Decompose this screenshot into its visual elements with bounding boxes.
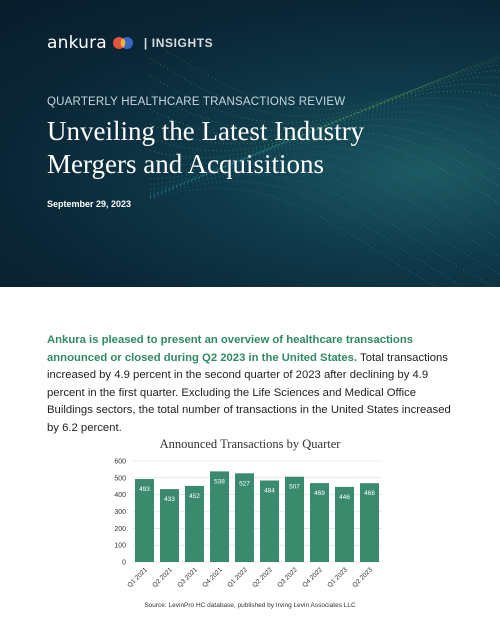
bar-q4-2021 [210,471,229,562]
x-tick-label: Q3 2022 [276,566,299,589]
kicker: QUARTERLY HEALTHCARE TRANSACTIONS REVIEW [47,96,346,108]
brand-header: ankura | INSIGHTS [47,33,213,53]
data-label: 468 [364,490,375,497]
data-label: 507 [289,484,300,491]
bar-q1-2023 [335,486,354,562]
data-label: 484 [264,488,275,495]
x-tick-label: Q4 2021 [201,566,224,589]
chart-title: Announced Transactions by Quarter [159,437,341,451]
brand-name: ankura [47,33,107,53]
data-label: 527 [239,480,250,487]
bar-q2-2022 [260,480,279,562]
title-line-2: Mergers and Acquisitions [47,149,324,179]
bar-q1-2021 [135,479,154,562]
publish-date: September 29, 2023 [47,199,132,209]
page-title: Unveiling the Latest Industry Mergers an… [47,115,467,181]
data-label: 452 [189,493,200,500]
y-tick-label: 0 [122,560,126,567]
source-note: Source: LevinPro HC database, published … [144,602,356,609]
data-label: 433 [164,496,175,503]
bar-q1-2022 [235,473,254,562]
y-tick-label: 300 [114,509,126,516]
x-tick-label: Q3 2021 [176,566,199,589]
x-tick-label: Q1 2022 [226,566,249,589]
data-label: 538 [214,478,225,485]
x-tick-label: Q2 2022 [251,566,274,589]
x-tick-label: Q2 2023 [351,566,374,589]
x-tick-label: Q1 2023 [326,566,349,589]
y-tick-label: 100 [114,543,126,550]
y-tick-label: 400 [114,492,126,499]
intro-paragraph: Ankura is pleased to present an overview… [47,332,457,437]
y-tick-label: 600 [114,459,126,466]
bar-q3-2022 [285,476,304,562]
ankura-logo-icon [112,36,134,50]
y-tick-label: 200 [114,526,126,533]
intro-body: Total transactions increased by 4.9 perc… [47,351,451,434]
bar-chart: 0 100 200 300 400 500 600 493 Q1 2021 433 Q2 2021 4… [114,459,382,589]
bar-q3-2021 [185,485,204,562]
x-tick-label: Q4 2022 [301,566,324,589]
y-tick-label: 500 [114,475,126,482]
hero-banner: ankura | INSIGHTS QUARTERLY HEALTHCARE T… [0,0,500,287]
intro-lead: Ankura is pleased to present an overview… [47,334,414,364]
bar-q2-2023 [360,483,379,562]
bar-q2-2021 [160,489,179,562]
bar-q4-2022 [310,483,329,562]
data-label: 469 [314,490,325,497]
section-label: | INSIGHTS [143,36,214,50]
x-tick-label: Q1 2021 [126,566,149,589]
x-tick-label: Q2 2021 [151,566,174,589]
wave-pattern-graphic [149,39,500,287]
data-label: 493 [139,486,150,493]
data-label: 446 [339,494,350,501]
title-line-1: Unveiling the Latest Industry [47,116,365,146]
